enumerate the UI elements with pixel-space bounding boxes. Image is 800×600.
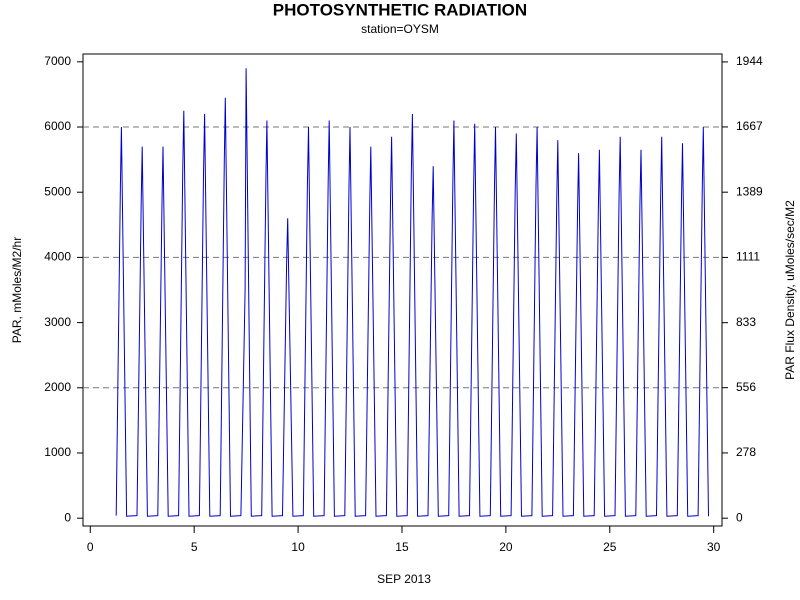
x-axis-label: SEP 2013 — [377, 572, 431, 586]
y2-tick-label: 1667 — [736, 119, 763, 133]
x-tick-label: 15 — [395, 540, 409, 554]
x-tick-label: 25 — [603, 540, 617, 554]
x-tick-label: 0 — [87, 540, 94, 554]
chart-subtitle: station=OYSM — [361, 22, 439, 36]
y2-tick-label: 833 — [736, 315, 756, 329]
y-tick-label: 6000 — [44, 119, 71, 133]
x-tick-label: 30 — [707, 540, 721, 554]
y-tick-label: 5000 — [44, 184, 71, 198]
y2-tick-label: 556 — [736, 380, 756, 394]
y-tick-label: 2000 — [44, 380, 71, 394]
y2-tick-label: 0 — [736, 510, 743, 524]
y2-tick-label: 1944 — [736, 54, 763, 68]
y-tick-label: 1000 — [44, 445, 71, 459]
chart-title: PHOTOSYNTHETIC RADIATION — [273, 0, 527, 19]
y2-tick-label: 1111 — [736, 250, 760, 264]
plot-frame — [82, 53, 723, 527]
y-axis-label: PAR, mMoles/M2/hr — [10, 237, 24, 343]
y2-tick-label: 1389 — [736, 184, 763, 198]
y-tick-label: 3000 — [44, 315, 71, 329]
y-tick-label: 0 — [64, 510, 71, 524]
x-tick-label: 10 — [291, 540, 305, 554]
y-tick-label: 7000 — [44, 54, 71, 68]
y2-tick-label: 278 — [736, 445, 756, 459]
data-line — [115, 68, 709, 517]
x-tick-label: 20 — [499, 540, 513, 554]
y-tick-label: 4000 — [44, 250, 71, 264]
y2-axis-label: PAR Flux Density, uMoles/sec/M2 — [783, 200, 797, 380]
x-tick-label: 5 — [191, 540, 198, 554]
